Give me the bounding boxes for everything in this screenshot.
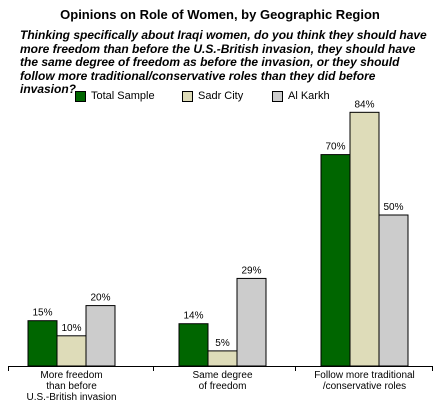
category-label-2: Same degree of freedom [192, 370, 252, 392]
bar-sadr-city-3 [349, 111, 380, 367]
category-label-3: Follow more traditional/conservative rol… [314, 370, 415, 392]
bar-al-karkh-1 [85, 305, 116, 367]
legend-label-al-karkh: Al Karkh [288, 90, 330, 102]
bar-sadr-city-2 [207, 350, 238, 367]
legend-swatch-sadr-city [182, 91, 193, 102]
legend-swatch-total-sample [75, 91, 86, 102]
legend: Total Sample Sadr City Al Karkh [0, 90, 440, 106]
data-label-al-karkh-2: 29% [241, 265, 261, 276]
data-label-total-sample-1: 15% [32, 308, 52, 319]
legend-label-sadr-city: Sadr City [198, 90, 244, 102]
data-label-sadr-city-3: 84% [354, 99, 374, 110]
bar-total-sample-1 [27, 320, 58, 367]
legend-swatch-al-karkh [272, 91, 283, 102]
data-label-total-sample-3: 70% [325, 142, 345, 153]
data-label-total-sample-2: 14% [183, 311, 203, 322]
bar-sadr-city-1 [56, 335, 87, 367]
survey-question: Thinking specifically about Iraqi women,… [20, 28, 427, 96]
chart-title: Opinions on Role of Women, by Geographic… [60, 7, 380, 22]
category-label-1: More freedom than before U.S.-British inva… [26, 370, 116, 400]
bar-al-karkh-2 [236, 277, 267, 367]
data-label-al-karkh-1: 20% [90, 293, 110, 304]
data-label-al-karkh-3: 50% [383, 202, 403, 213]
data-label-sadr-city-1: 10% [61, 323, 81, 334]
legend-label-total-sample: Total Sample [91, 90, 155, 102]
data-label-sadr-city-2: 5% [215, 338, 230, 349]
bar-total-sample-2 [178, 323, 209, 367]
bar-al-karkh-3 [378, 214, 409, 367]
bar-total-sample-3 [320, 154, 351, 367]
